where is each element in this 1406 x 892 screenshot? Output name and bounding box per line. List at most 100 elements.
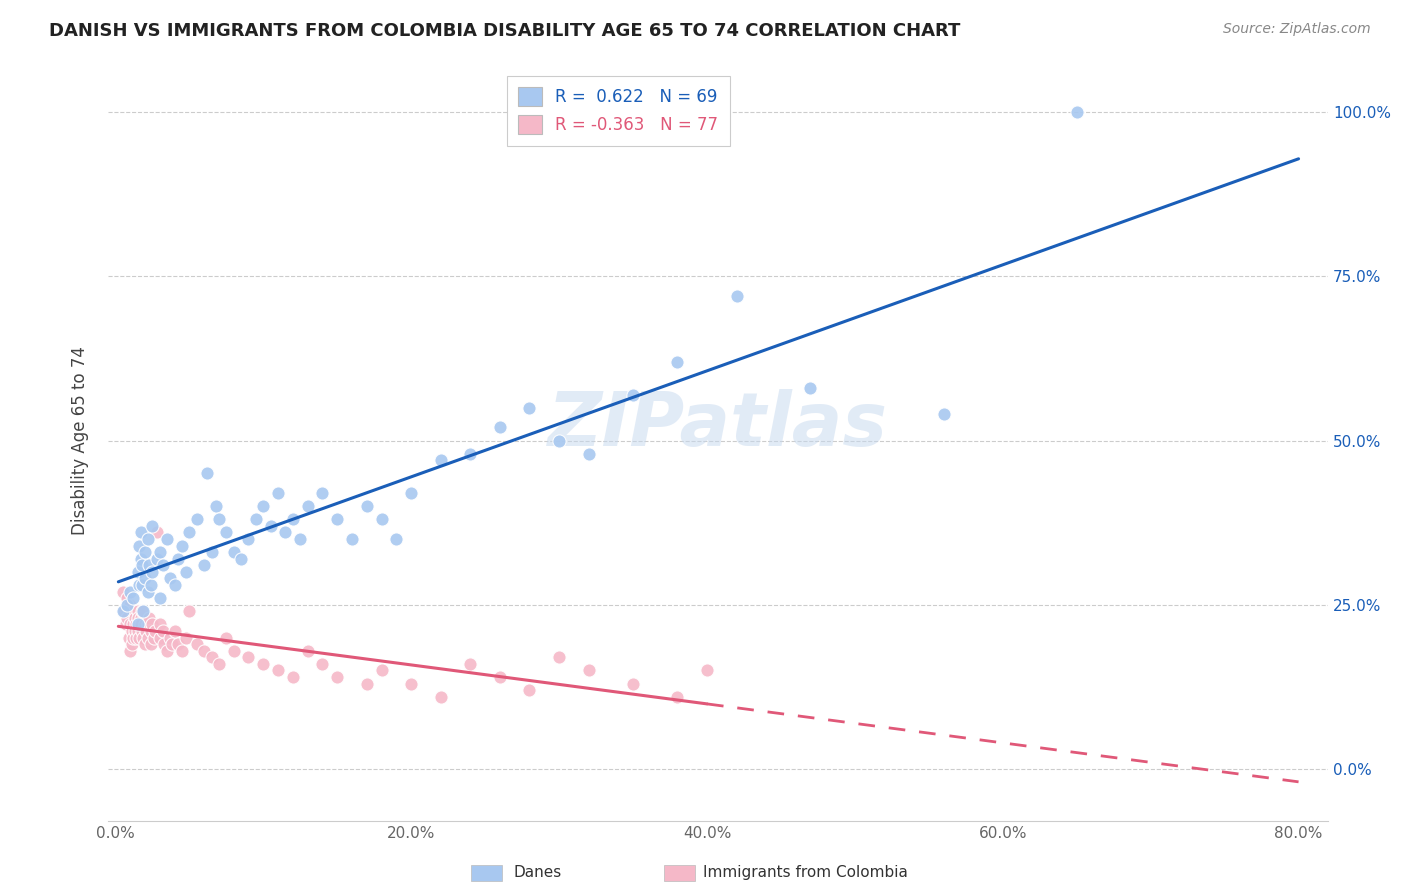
Point [156, 532, 179, 546]
Point [356, 499, 378, 513]
Point [159, 631, 181, 645]
Point [146, 551, 169, 566]
Point [132, 631, 155, 645]
Point [166, 551, 188, 566]
Point [138, 611, 160, 625]
Point [129, 525, 152, 540]
Point [121, 637, 143, 651]
Point [222, 545, 245, 559]
Point [159, 571, 181, 585]
Point [122, 631, 145, 645]
Point [115, 611, 138, 625]
Point [799, 381, 821, 395]
Point [208, 657, 231, 671]
Point [149, 591, 172, 606]
Point [489, 670, 512, 684]
Text: Immigrants from Colombia: Immigrants from Colombia [703, 865, 908, 880]
Point [460, 447, 482, 461]
Point [200, 545, 222, 559]
Point [1066, 105, 1088, 120]
Point [131, 604, 153, 618]
Point [176, 631, 198, 645]
Point [460, 657, 482, 671]
Point [141, 565, 163, 579]
Point [149, 545, 172, 559]
Point [136, 617, 159, 632]
Point [311, 657, 333, 671]
Point [127, 624, 149, 638]
Point [152, 624, 174, 638]
Point [260, 519, 283, 533]
Point [215, 631, 238, 645]
Point [326, 512, 349, 526]
Point [143, 624, 166, 638]
Point [356, 676, 378, 690]
Point [156, 643, 179, 657]
Point [578, 664, 600, 678]
Point [121, 624, 143, 638]
Point [115, 591, 138, 606]
Point [139, 637, 162, 651]
Point [166, 637, 188, 651]
Point [205, 499, 228, 513]
Point [170, 643, 193, 657]
Point [134, 571, 156, 585]
Point [281, 670, 304, 684]
Point [281, 512, 304, 526]
Point [370, 664, 392, 678]
Point [163, 624, 186, 638]
Point [370, 512, 392, 526]
Point [122, 617, 145, 632]
Point [578, 447, 600, 461]
Point [666, 690, 689, 704]
Point [186, 512, 208, 526]
Point [193, 643, 215, 657]
Point [125, 617, 148, 632]
Point [160, 637, 183, 651]
Point [621, 676, 644, 690]
Text: Danes: Danes [513, 865, 561, 880]
Point [340, 532, 363, 546]
Text: DANISH VS IMMIGRANTS FROM COLOMBIA DISABILITY AGE 65 TO 74 CORRELATION CHART: DANISH VS IMMIGRANTS FROM COLOMBIA DISAB… [49, 22, 960, 40]
Point [932, 407, 955, 421]
Text: Source: ZipAtlas.com: Source: ZipAtlas.com [1223, 22, 1371, 37]
Point [399, 486, 422, 500]
Point [136, 532, 159, 546]
Point [208, 512, 231, 526]
Point [129, 551, 152, 566]
Point [139, 624, 162, 638]
Point [134, 637, 156, 651]
Point [127, 565, 149, 579]
Point [141, 617, 163, 632]
Point [128, 617, 150, 632]
Point [120, 584, 142, 599]
Point [274, 525, 297, 540]
Point [666, 355, 689, 369]
Point [200, 650, 222, 665]
Point [120, 617, 142, 632]
Point [385, 532, 408, 546]
Point [128, 631, 150, 645]
Legend: R =  0.622   N = 69, R = -0.363   N = 77: R = 0.622 N = 69, R = -0.363 N = 77 [506, 76, 730, 145]
Point [186, 637, 208, 651]
Point [114, 617, 136, 632]
Point [696, 664, 718, 678]
Point [179, 604, 201, 618]
Point [132, 604, 155, 618]
Point [127, 611, 149, 625]
Point [238, 650, 260, 665]
Point [131, 624, 153, 638]
Point [153, 637, 176, 651]
Point [118, 631, 141, 645]
Point [215, 525, 238, 540]
Point [136, 631, 159, 645]
Point [519, 683, 541, 698]
Point [135, 624, 157, 638]
Point [548, 434, 571, 448]
Point [112, 604, 135, 618]
Point [136, 584, 159, 599]
Point [429, 453, 451, 467]
Point [115, 598, 138, 612]
Point [131, 558, 153, 573]
Point [176, 565, 198, 579]
